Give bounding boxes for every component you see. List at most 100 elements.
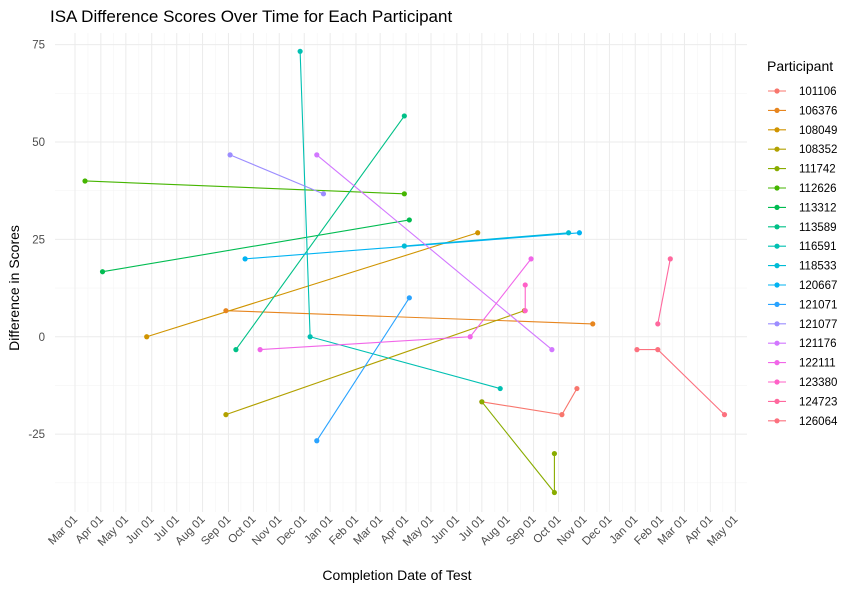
legend-key-point	[774, 127, 780, 133]
data-point-122111	[257, 347, 263, 353]
data-point-112626	[401, 191, 407, 197]
legend-item-108352: 108352	[768, 144, 837, 156]
series-line-122111	[260, 258, 532, 351]
y-tick-label: 75	[32, 40, 45, 52]
legend-key-point	[774, 204, 780, 210]
legend-key-point	[774, 146, 780, 152]
data-point-121176	[549, 347, 555, 353]
legend-key-point	[774, 301, 780, 307]
legend-item-121077: 121077	[768, 319, 837, 331]
legend-label: 101106	[799, 86, 837, 98]
legend-label: 113312	[799, 202, 837, 214]
legend-key-point	[774, 282, 780, 288]
data-point-126064	[634, 347, 640, 353]
series-line-113312	[102, 219, 410, 273]
data-point-111742	[551, 450, 558, 457]
legend-key-point	[774, 224, 780, 230]
series-line-111742	[481, 401, 555, 495]
y-axis-title: Difference in Scores	[6, 225, 22, 351]
grid	[55, 33, 747, 512]
data-point-111742	[551, 489, 558, 496]
legend-label: 112626	[799, 183, 837, 195]
data-point-108049	[144, 334, 150, 340]
data-point-118533	[401, 243, 407, 249]
legend-key-point	[774, 379, 780, 385]
legend-label: 120667	[799, 280, 837, 292]
data-point-112626	[82, 178, 88, 184]
legend-key-point	[774, 185, 780, 191]
data-point-113312	[99, 269, 106, 275]
x-axis-title: Completion Date of Test	[322, 567, 471, 583]
data-point-121176	[314, 152, 320, 158]
x-tick-label: Sep 01	[504, 514, 538, 548]
series-line-101106	[481, 388, 578, 416]
series-line-106376	[225, 310, 593, 325]
data-point-118533	[565, 230, 572, 236]
legend-label: 108352	[799, 144, 837, 156]
data-point-122111	[467, 334, 473, 340]
legend-item-113312: 113312	[768, 202, 837, 214]
legend-key-point	[774, 340, 780, 346]
series-line-113589	[235, 115, 405, 350]
x-tick-label: Sep 01	[199, 514, 233, 548]
y-tick-label: 25	[32, 234, 45, 246]
legend-item-106376: 106376	[768, 105, 837, 117]
y-tick-label: 50	[32, 137, 45, 149]
legend-label: 111742	[799, 164, 836, 176]
data-point-124723	[655, 321, 661, 327]
legend-item-101106: 101106	[768, 86, 837, 98]
data-point-123380	[522, 282, 528, 288]
legend-key-point	[774, 243, 780, 249]
data-point-101106	[559, 412, 565, 418]
legend-item-116591: 116591	[768, 241, 837, 253]
legend-item-123380: 123380	[768, 377, 837, 389]
legend-title: Participant	[767, 58, 833, 74]
data-points	[82, 48, 728, 496]
legend-item-121176: 121176	[768, 338, 837, 350]
data-point-122111	[528, 256, 534, 262]
data-point-121071	[406, 295, 412, 301]
x-tick-label: Mar 01	[46, 514, 80, 548]
series-line-126064	[636, 349, 725, 416]
legend: Participant 101106 106376 108049 108352 1117…	[767, 58, 838, 428]
data-point-126064	[655, 347, 661, 353]
legend-item-118533: 118533	[768, 261, 837, 273]
data-point-116591	[307, 334, 313, 340]
data-point-108049	[475, 230, 481, 236]
legend-key-point	[774, 321, 780, 327]
legend-key-point	[774, 166, 780, 172]
legend-label: 123380	[799, 377, 837, 389]
legend-label: 121077	[799, 319, 837, 331]
legend-item-122111: 122111	[768, 358, 836, 370]
series-line-108352	[225, 310, 525, 416]
chart-title: ISA Difference Scores Over Time for Each…	[50, 7, 452, 26]
data-point-126064	[721, 412, 728, 418]
data-point-121077	[227, 152, 233, 158]
series-line-112626	[84, 180, 405, 195]
legend-label: 126064	[799, 416, 838, 428]
series-line-121077	[229, 154, 324, 195]
legend-key-point	[774, 360, 780, 366]
legend-label: 124723	[799, 396, 837, 408]
series-lines	[84, 51, 725, 495]
data-point-111742	[479, 399, 485, 405]
y-tick-label: -25	[28, 429, 45, 441]
legend-key-point	[774, 418, 780, 424]
data-point-106376	[590, 321, 596, 327]
data-point-116591	[497, 385, 503, 392]
series-line-121071	[316, 297, 410, 442]
legend-label: 113589	[799, 222, 837, 234]
legend-item-111742: 111742	[768, 164, 836, 176]
legend-label: 121176	[799, 338, 837, 350]
x-tick-label: Jun 01	[124, 514, 157, 547]
data-point-108352	[223, 412, 229, 418]
legend-label: 116591	[799, 241, 837, 253]
data-point-101106	[574, 385, 580, 392]
legend-key-point	[774, 263, 780, 269]
data-point-113312	[406, 217, 412, 223]
legend-label: 121071	[799, 299, 837, 311]
legend-item-121071: 121071	[768, 299, 837, 311]
y-tick-label: 0	[39, 332, 45, 344]
